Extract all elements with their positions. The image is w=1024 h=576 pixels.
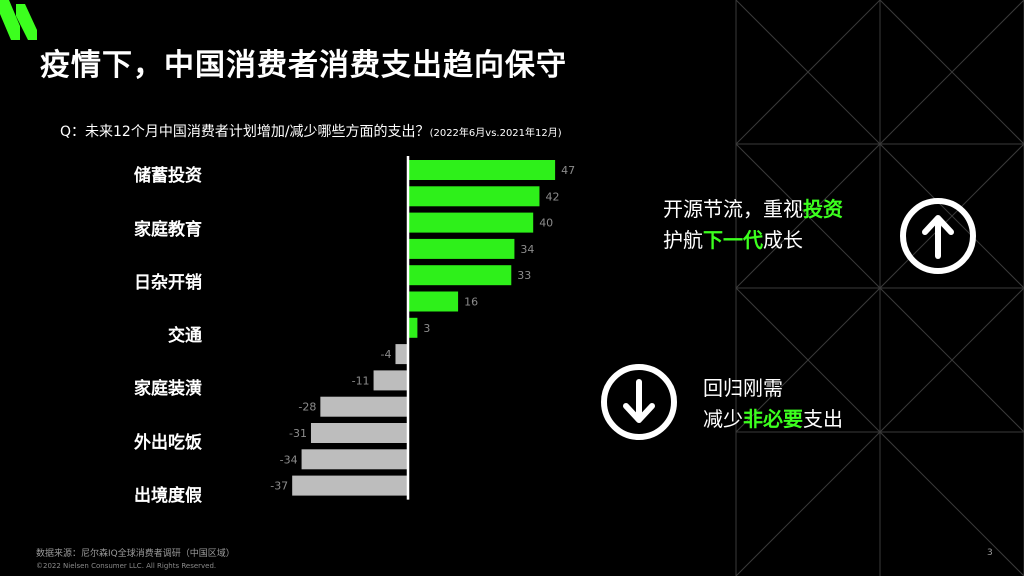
value-label: 33 <box>517 269 531 282</box>
value-label: -28 <box>298 401 316 414</box>
callout-invest-line2b: 成长 <box>763 228 803 252</box>
value-label: 34 <box>520 243 534 256</box>
bar <box>408 238 515 259</box>
category-label-savings: 储蓄投资 <box>134 166 202 186</box>
callout-cut-line2a: 减少 <box>703 407 743 431</box>
bar <box>408 160 556 180</box>
bar <box>395 344 408 365</box>
bar <box>301 449 408 470</box>
survey-question: Q：未来12个月中国消费者计划增加/减少哪些方面的支出？(2022年6月vs.2… <box>60 121 562 141</box>
bar <box>408 186 540 207</box>
value-label: 16 <box>464 296 478 309</box>
category-label-home-decor: 家庭装潢 <box>134 379 202 399</box>
bar <box>292 475 408 496</box>
data-source-note: 数据来源：尼尔森IQ全球消费者调研（中国区域） <box>36 549 235 559</box>
value-label: 47 <box>561 164 575 177</box>
callout-cut-line2b: 支出 <box>803 407 843 431</box>
value-label: -31 <box>289 427 307 440</box>
category-label-education: 家庭教育 <box>134 220 202 240</box>
callout-invest-highlight2: 下一代 <box>703 228 763 252</box>
callout-cut-line1: 回归刚需 <box>703 376 783 400</box>
value-label: -4 <box>381 348 392 361</box>
category-label-groceries: 日杂开销 <box>134 273 202 293</box>
bar <box>310 423 408 443</box>
question-period-note: (2022年6月vs.2021年12月) <box>429 128 562 139</box>
question-text: Q：未来12个月中国消费者计划增加/减少哪些方面的支出？ <box>60 124 430 140</box>
arrow-up-circle-icon <box>900 198 976 274</box>
value-label: -11 <box>352 374 370 387</box>
bar <box>408 317 418 338</box>
value-label: 3 <box>423 322 430 335</box>
bar <box>408 291 459 312</box>
page-number: 3 <box>987 548 993 558</box>
value-label: -34 <box>280 453 298 466</box>
brand-logo-mark <box>0 0 37 40</box>
value-label: 42 <box>545 190 559 203</box>
bar <box>408 265 512 286</box>
category-label-dining-out: 外出吃饭 <box>134 433 202 453</box>
bar <box>373 370 408 391</box>
callout-invest-line2a: 护航 <box>663 228 703 252</box>
category-label-transport: 交通 <box>168 326 202 346</box>
category-label-overseas-travel: 出境度假 <box>134 486 202 506</box>
callout-invest-line1: 开源节流，重视 <box>663 197 803 221</box>
value-label: 40 <box>539 217 553 230</box>
callout-invest: 开源节流，重视投资 护航下一代成长 <box>663 194 843 256</box>
page-title: 疫情下，中国消费者消费支出趋向保守 <box>40 48 567 83</box>
copyright-note: ©2022 Nielsen Consumer LLC. All Rights R… <box>36 562 217 570</box>
bar <box>408 212 534 233</box>
arrow-down-circle-icon <box>601 364 677 440</box>
callout-cut-spending: 回归刚需 减少非必要支出 <box>703 373 843 435</box>
value-label: -37 <box>270 480 288 493</box>
callout-invest-highlight: 投资 <box>803 197 843 221</box>
bar <box>320 396 408 417</box>
callout-cut-highlight: 非必要 <box>743 407 803 431</box>
